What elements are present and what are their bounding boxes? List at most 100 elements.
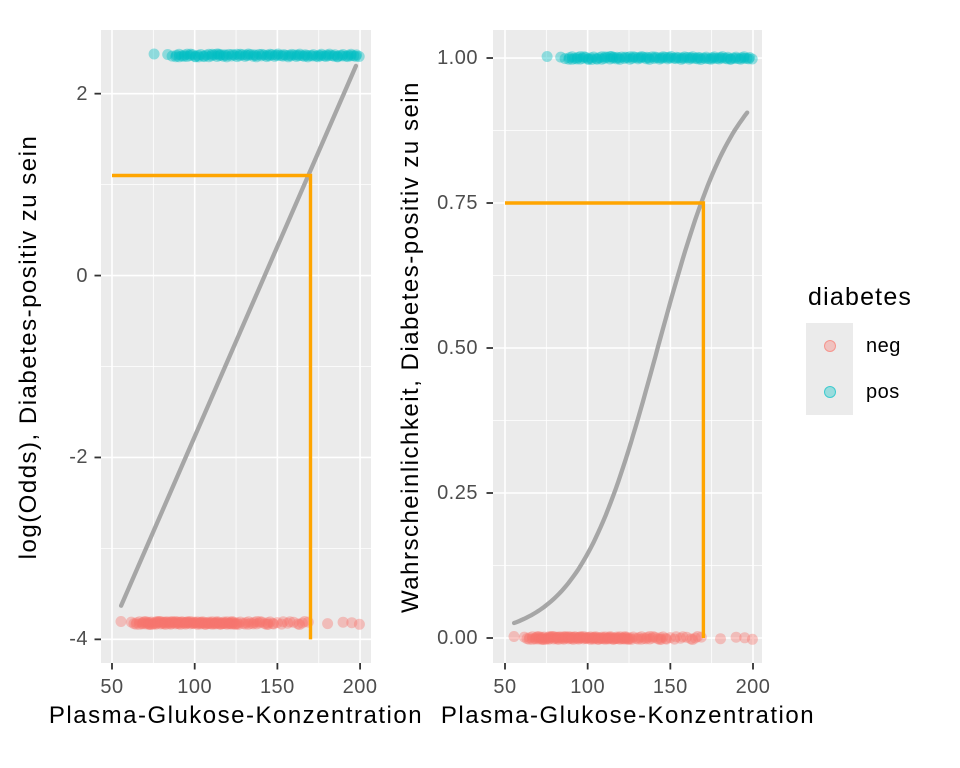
data-point — [671, 51, 682, 63]
data-point — [579, 632, 590, 644]
data-point — [299, 49, 311, 61]
data-point — [695, 631, 707, 643]
data-point — [640, 633, 652, 645]
data-point — [566, 633, 578, 645]
data-point — [268, 618, 279, 630]
data-point — [155, 618, 167, 630]
data-point — [588, 632, 600, 644]
data-point — [654, 633, 666, 645]
data-point — [569, 631, 580, 643]
data-point — [312, 51, 324, 63]
data-point — [209, 618, 221, 630]
data-point — [609, 633, 621, 645]
data-point — [258, 49, 270, 61]
data-point — [566, 631, 578, 643]
y-tick-label: 0.75 — [437, 192, 478, 214]
data-point — [185, 616, 196, 627]
data-point — [738, 52, 750, 64]
pos-point-swatch-icon — [823, 386, 836, 398]
data-point — [602, 632, 614, 644]
data-point — [559, 53, 571, 65]
data-point — [277, 616, 289, 628]
data-point — [189, 50, 201, 62]
data-point — [678, 52, 690, 64]
data-point — [647, 631, 659, 643]
data-point — [711, 52, 723, 64]
data-point — [733, 53, 745, 65]
data-point — [725, 53, 737, 65]
data-point — [165, 616, 177, 628]
data-point — [538, 631, 550, 643]
data-point — [661, 633, 672, 645]
data-point — [256, 48, 268, 60]
data-point — [617, 632, 629, 644]
data-point — [217, 618, 229, 629]
data-point — [167, 616, 178, 628]
data-point — [227, 617, 239, 629]
data-point — [537, 632, 549, 644]
data-point — [216, 618, 228, 630]
data-point — [730, 631, 742, 643]
data-point — [199, 618, 211, 630]
data-point — [173, 51, 185, 63]
data-point — [264, 616, 276, 628]
data-point — [193, 51, 205, 63]
data-point — [324, 48, 335, 60]
data-point — [530, 632, 542, 643]
data-point — [581, 633, 593, 645]
data-point — [247, 50, 259, 62]
data-point — [115, 616, 127, 627]
data-point — [228, 49, 240, 61]
data-point — [253, 48, 265, 60]
data-point — [267, 618, 279, 629]
data-point — [282, 617, 294, 629]
data-point — [644, 633, 656, 645]
panel-left — [94, 30, 371, 670]
data-point — [632, 53, 644, 65]
data-point — [664, 632, 676, 644]
data-point — [148, 618, 160, 630]
data-point — [179, 617, 191, 628]
data-point — [627, 51, 639, 63]
data-point — [189, 617, 201, 629]
data-point — [636, 633, 647, 645]
data-point — [251, 616, 263, 627]
data-point — [187, 49, 199, 61]
data-point — [173, 618, 185, 630]
data-point — [165, 618, 177, 630]
data-point — [596, 631, 608, 643]
data-point — [293, 50, 305, 62]
data-point — [743, 53, 755, 65]
data-point — [563, 52, 575, 64]
data-point — [223, 48, 235, 60]
data-point — [294, 619, 306, 630]
data-point — [553, 631, 565, 643]
data-point — [142, 616, 154, 628]
data-point — [340, 50, 352, 62]
data-point — [546, 631, 558, 642]
data-point — [234, 48, 246, 60]
x-tick-label: 100 — [570, 676, 606, 698]
data-point — [280, 49, 292, 61]
data-point — [243, 618, 254, 630]
data-point — [229, 618, 241, 630]
data-point — [708, 51, 720, 63]
data-point — [616, 51, 628, 63]
data-point — [668, 52, 680, 64]
data-point — [627, 631, 639, 643]
data-point — [184, 50, 196, 62]
data-point — [185, 48, 197, 60]
data-point — [596, 51, 608, 63]
data-point — [140, 616, 152, 628]
data-point — [310, 50, 322, 62]
data-point — [566, 53, 578, 65]
data-point — [297, 50, 308, 62]
data-point — [149, 617, 161, 629]
data-point — [214, 50, 226, 62]
data-point — [526, 633, 538, 645]
data-point — [194, 617, 206, 628]
data-point — [182, 616, 194, 628]
data-point — [170, 51, 182, 63]
data-point — [236, 49, 248, 61]
data-point — [278, 49, 290, 61]
